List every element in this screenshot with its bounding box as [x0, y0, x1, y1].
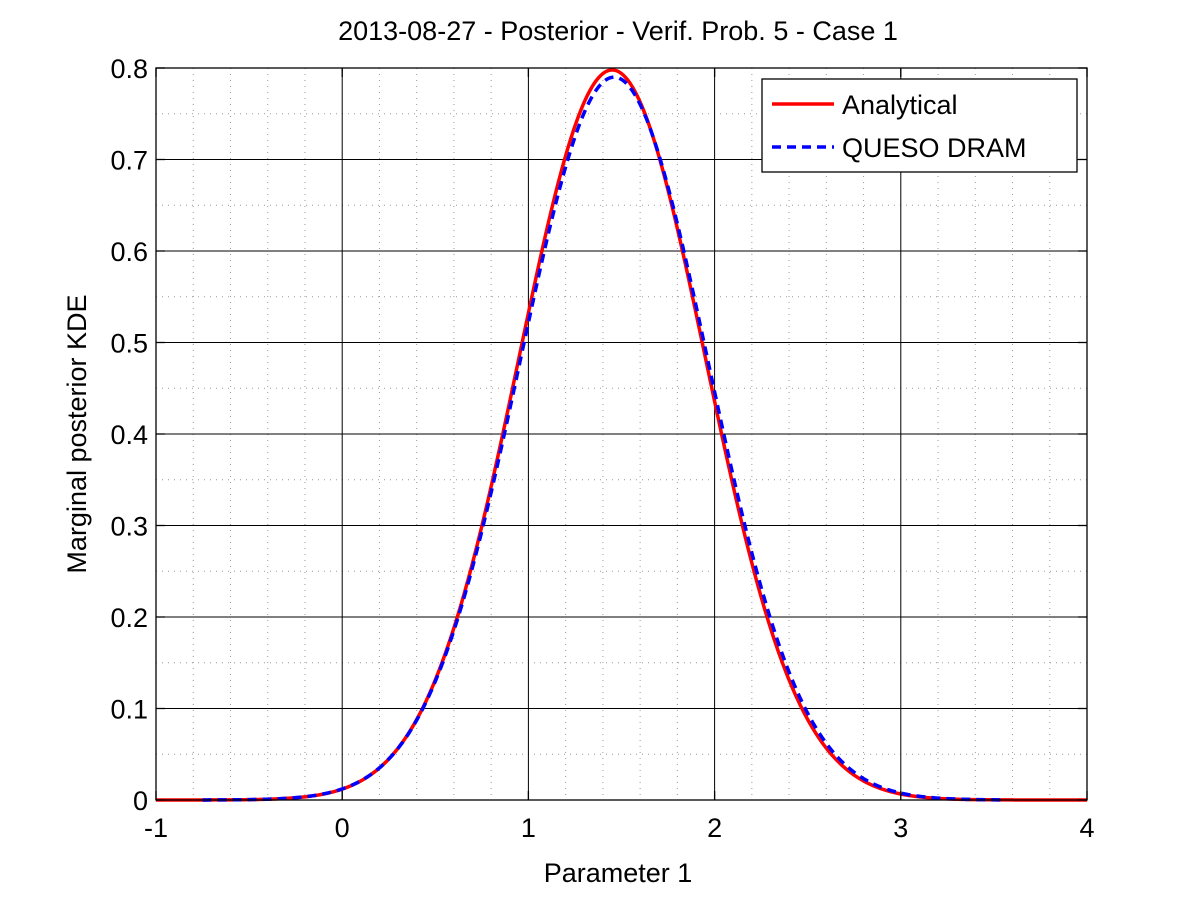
legend-label-queso-dram: QUESO DRAM: [842, 133, 1027, 163]
y-tick-label: 0.7: [110, 146, 148, 176]
series-lines: [156, 68, 1087, 802]
chart-title: 2013-08-27 - Posterior - Verif. Prob. 5 …: [338, 16, 898, 46]
x-tick-label: 2: [707, 813, 722, 843]
y-axis-label: Marginal posterior KDE: [62, 294, 92, 573]
x-tick-labels: -1 0 1 2 3 4: [144, 813, 1095, 843]
x-axis-label: Parameter 1: [544, 858, 693, 888]
x-tick-label: 3: [893, 813, 908, 843]
x-tick-label: 0: [335, 813, 350, 843]
y-tick-label: 0.1: [110, 695, 148, 725]
y-tick-label: 0.5: [110, 329, 148, 359]
y-tick-label: 0.3: [110, 512, 148, 542]
legend-label-analytical: Analytical: [842, 90, 958, 120]
y-tick-label: 0.8: [110, 54, 148, 84]
y-tick-label: 0.4: [110, 420, 148, 450]
y-tick-label: 0.2: [110, 603, 148, 633]
y-tick-label: 0.6: [110, 237, 148, 267]
y-tick-labels: 0 0.1 0.2 0.3 0.4 0.5 0.6 0.7 0.8: [110, 54, 148, 816]
x-tick-label: 1: [521, 813, 536, 843]
axis-ticks: [155, 67, 1088, 801]
legend: Analytical QUESO DRAM: [761, 78, 1078, 173]
y-tick-label: 0: [133, 786, 148, 816]
x-tick-label: -1: [144, 813, 168, 843]
x-tick-label: 4: [1079, 813, 1094, 843]
legend-box: [761, 78, 1078, 173]
